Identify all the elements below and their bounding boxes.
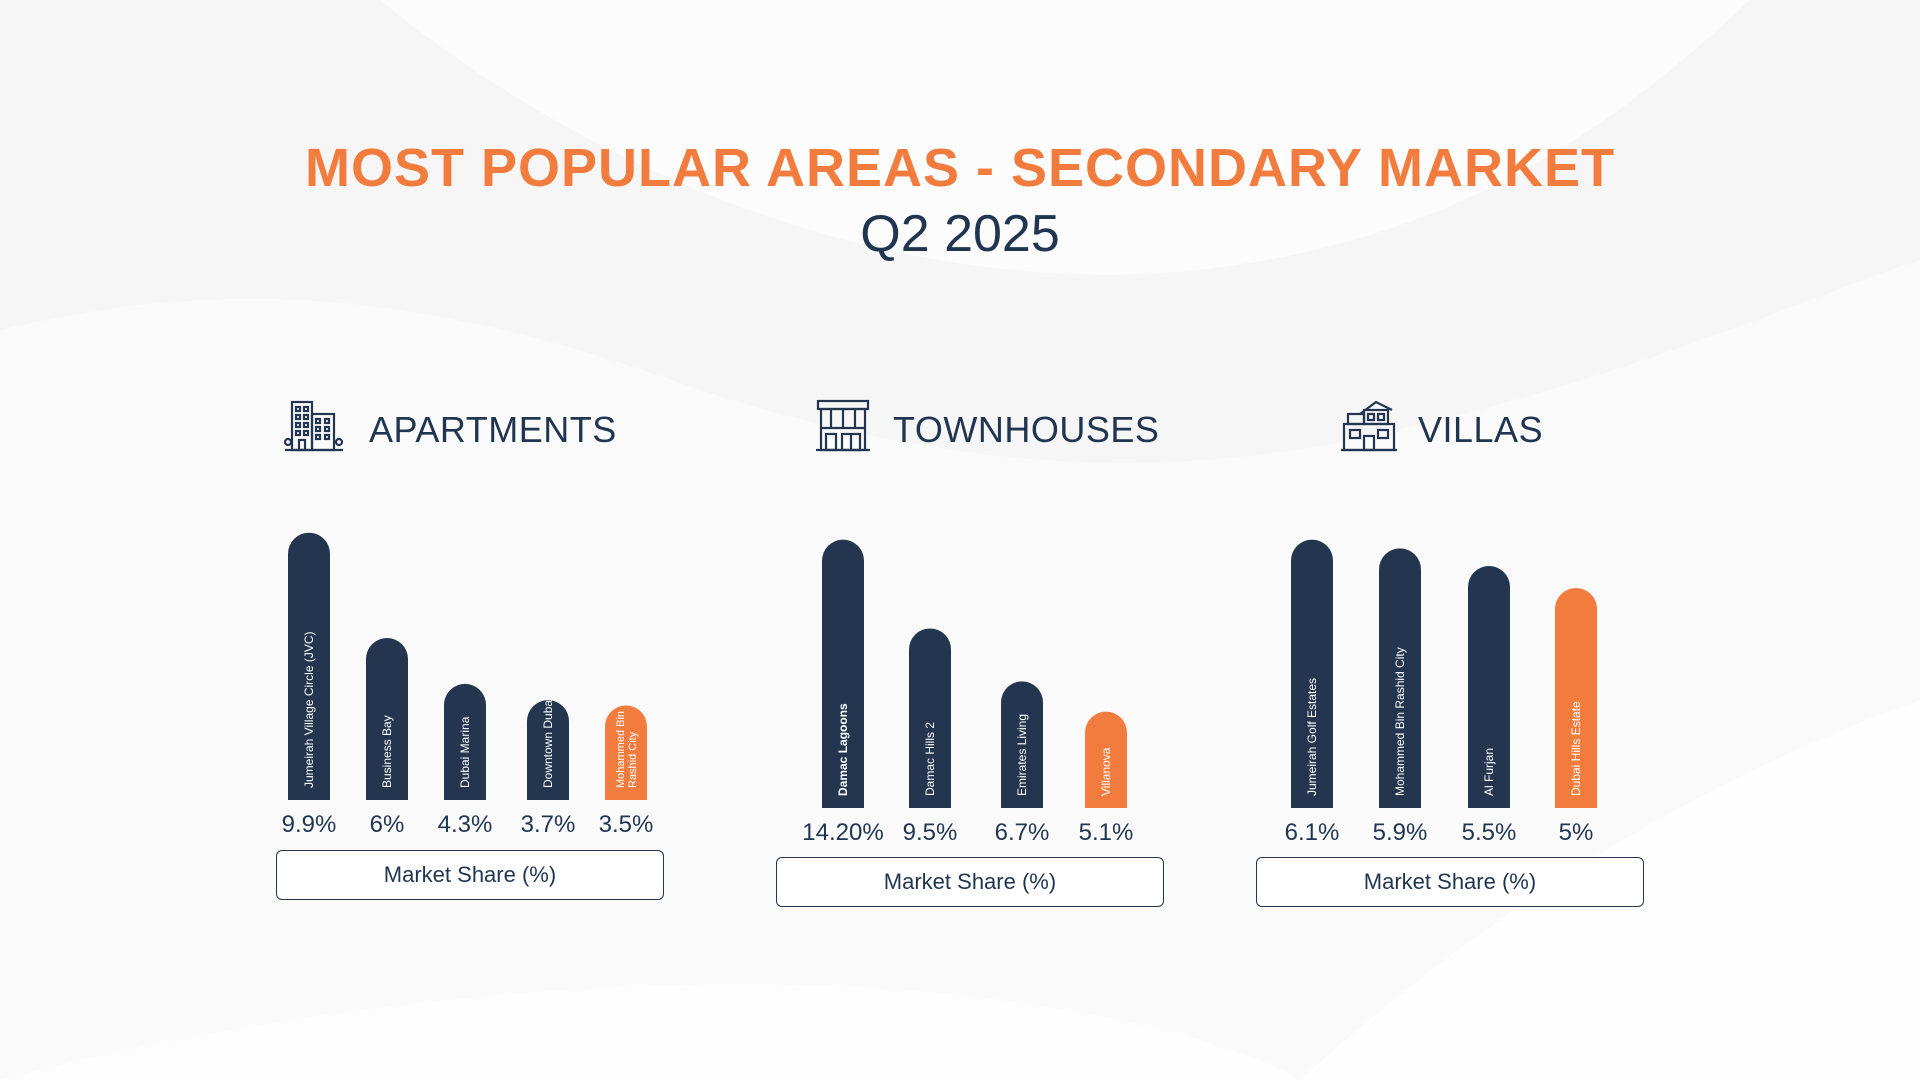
value-label-villas-3: 5% xyxy=(1559,819,1594,846)
bar-label-apartments-1: Business Bay xyxy=(380,715,394,788)
bar-apartments-2 xyxy=(444,683,486,800)
section-title-townhouses: TOWNHOUSES xyxy=(893,409,1160,450)
villa-icon xyxy=(1341,400,1397,452)
value-label-apartments-4: 3.5% xyxy=(599,811,654,838)
legend-box-villas: Market Share (%) xyxy=(1256,857,1644,907)
legend-box-apartments: Market Share (%) xyxy=(276,850,664,900)
value-label-apartments-1: 6% xyxy=(370,811,405,838)
bar-apartments-0 xyxy=(288,532,330,800)
page-subtitle: Q2 2025 xyxy=(860,205,1060,263)
bar-townhouses-2 xyxy=(1001,681,1043,808)
section-title-villas: VILLAS xyxy=(1418,409,1544,450)
bar-villas-2 xyxy=(1468,566,1510,808)
bar-villas-3 xyxy=(1555,588,1597,808)
townhouse-icon xyxy=(816,399,870,452)
bar-label-apartments-3: Downtown Dubai xyxy=(541,697,555,788)
bar-apartments-3 xyxy=(527,700,569,800)
value-label-townhouses-0: 14.20% xyxy=(802,819,883,846)
bar-villas-0 xyxy=(1291,539,1333,808)
bar-label-villas-1: Mohammed Bin Rashid City xyxy=(1393,647,1407,796)
chart-group-townhouses: Damac Lagoons 14.20% Damac Hills 2 9.5% Emir… xyxy=(802,539,1134,846)
bar-townhouses-0 xyxy=(822,539,864,808)
chart-group-villas: Jumeirah Golf Estates 6.1% Mohammed Bin Ra… xyxy=(1285,539,1597,846)
value-label-townhouses-3: 5.1% xyxy=(1079,819,1134,846)
legend-box-townhouses: Market Share (%) xyxy=(776,857,1164,907)
bar-label-apartments-2: Dubai Marina xyxy=(458,716,472,788)
bar-label-apartments-0: Jumeirah Village Circle (JVC) xyxy=(302,632,316,789)
bar-apartments-1 xyxy=(366,638,408,800)
bar-label-villas-3: Dubai Hills Estate xyxy=(1569,701,1583,796)
bar-townhouses-3 xyxy=(1085,711,1127,808)
value-label-villas-0: 6.1% xyxy=(1285,819,1340,846)
page-title: MOST POPULAR AREAS - SECONDARY MARKET xyxy=(304,138,1616,198)
bar-villas-1 xyxy=(1379,548,1421,808)
value-label-villas-1: 5.9% xyxy=(1373,819,1428,846)
bar-label-townhouses-3: Villanova xyxy=(1099,747,1113,796)
chart-group-apartments: Jumeirah Village Circle (JVC) 9.9% Busines… xyxy=(282,532,654,838)
bar-label-apartments-4: Mohammed BinRashid City xyxy=(615,711,639,788)
bar-apartments-4 xyxy=(605,705,647,800)
apartment-building-icon xyxy=(283,400,344,452)
bar-label-villas-0: Jumeirah Golf Estates xyxy=(1305,678,1319,796)
bar-townhouses-1 xyxy=(909,628,951,808)
bar-label-townhouses-0: Damac Lagoons xyxy=(836,703,850,796)
value-label-townhouses-2: 6.7% xyxy=(995,819,1050,846)
bar-label-townhouses-1: Damac Hills 2 xyxy=(923,722,937,796)
value-label-villas-2: 5.5% xyxy=(1462,819,1517,846)
section-title-apartments: APARTMENTS xyxy=(369,409,617,450)
bar-label-townhouses-2: Emirates Living xyxy=(1015,714,1029,796)
value-label-apartments-2: 4.3% xyxy=(438,811,493,838)
value-label-apartments-3: 3.7% xyxy=(521,811,576,838)
bar-label-villas-2: Al Furjan xyxy=(1482,748,1496,796)
value-label-apartments-0: 9.9% xyxy=(282,811,337,838)
value-label-townhouses-1: 9.5% xyxy=(903,819,958,846)
